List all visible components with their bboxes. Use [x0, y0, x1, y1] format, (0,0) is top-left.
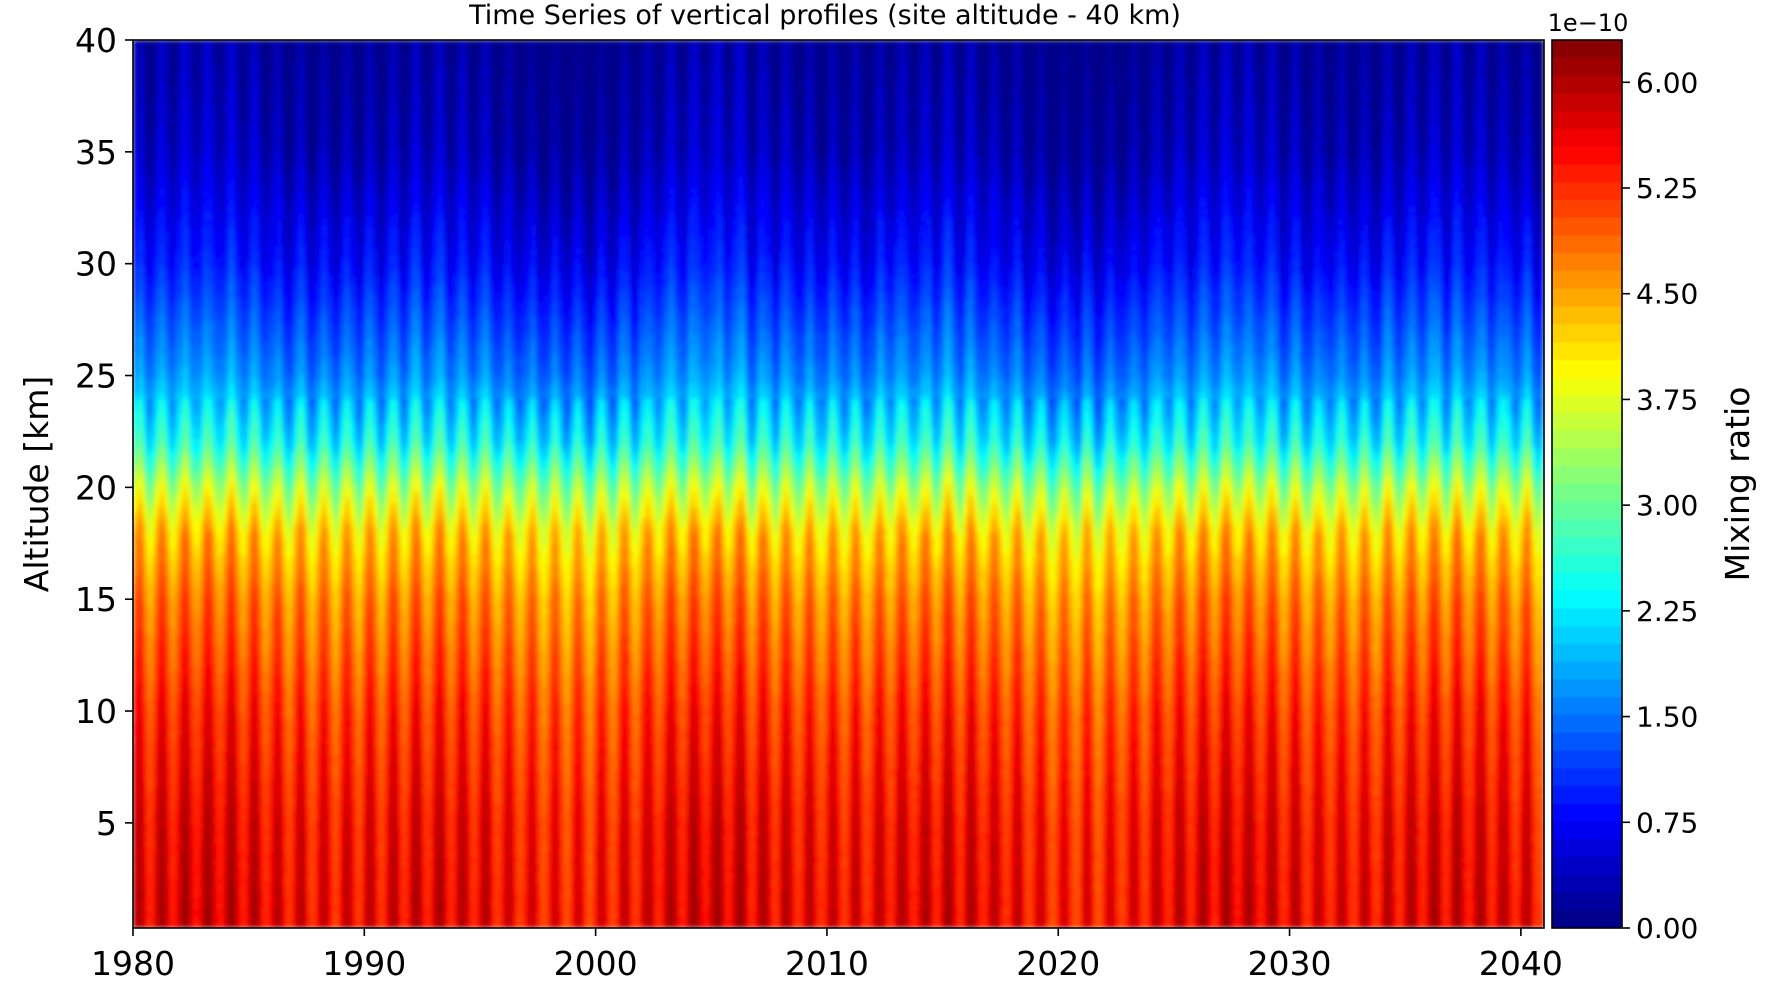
colorbar-tick-label: 1.50	[1636, 701, 1698, 734]
heatmap	[133, 40, 1544, 928]
colorbar-tick-label: 6.00	[1636, 66, 1698, 99]
x-tick-label: 2010	[785, 944, 869, 983]
colorbar-tick-label: 3.00	[1636, 489, 1698, 522]
colorbar-tick-label: 4.50	[1636, 278, 1698, 311]
colorbar: 0.00 0.75 1.50 2.25 3.00 3.75 4.50 5.25 6.00 1e−…	[1548, 9, 1757, 945]
y-axis: 5 10 15 20 25 30 35 40	[75, 21, 133, 843]
colorbar-tick-label: 0.75	[1636, 806, 1698, 839]
y-tick-label: 25	[75, 357, 117, 396]
y-tick-label: 5	[96, 804, 117, 843]
heatmap-image	[133, 40, 1544, 928]
colorbar-label: Mixing ratio	[1718, 387, 1757, 582]
colorbar-gradient	[1552, 40, 1622, 928]
colorbar-tick-label: 3.75	[1636, 383, 1698, 416]
y-axis-label: Altitude [km]	[17, 376, 56, 592]
colorbar-offset-text: 1e−10	[1548, 9, 1629, 37]
x-axis: 1980 1990 2000 2010 2020 2030 2040	[91, 928, 1563, 983]
colorbar-tick-label: 0.00	[1636, 912, 1698, 945]
chart-title: Time Series of vertical profiles (site a…	[468, 0, 1181, 31]
colorbar-tick-label: 5.25	[1636, 172, 1698, 205]
y-tick-label: 15	[75, 580, 117, 619]
y-tick-label: 10	[75, 692, 117, 731]
y-tick-label: 30	[75, 245, 117, 284]
x-tick-label: 2040	[1479, 944, 1563, 983]
x-tick-label: 2020	[1016, 944, 1100, 983]
x-tick-label: 1990	[322, 944, 406, 983]
x-tick-label: 1980	[91, 944, 175, 983]
y-tick-label: 20	[75, 468, 117, 507]
colorbar-ticks: 0.00 0.75 1.50 2.25 3.00 3.75 4.50 5.25 6.00	[1622, 66, 1698, 945]
colorbar-tick-label: 2.25	[1636, 595, 1698, 628]
plot-frame	[132, 39, 1545, 929]
y-tick-label: 40	[75, 21, 117, 60]
y-tick-label: 35	[75, 133, 117, 172]
x-tick-label: 2000	[554, 944, 638, 983]
colorbar-frame	[1551, 39, 1623, 929]
x-tick-label: 2030	[1248, 944, 1332, 983]
